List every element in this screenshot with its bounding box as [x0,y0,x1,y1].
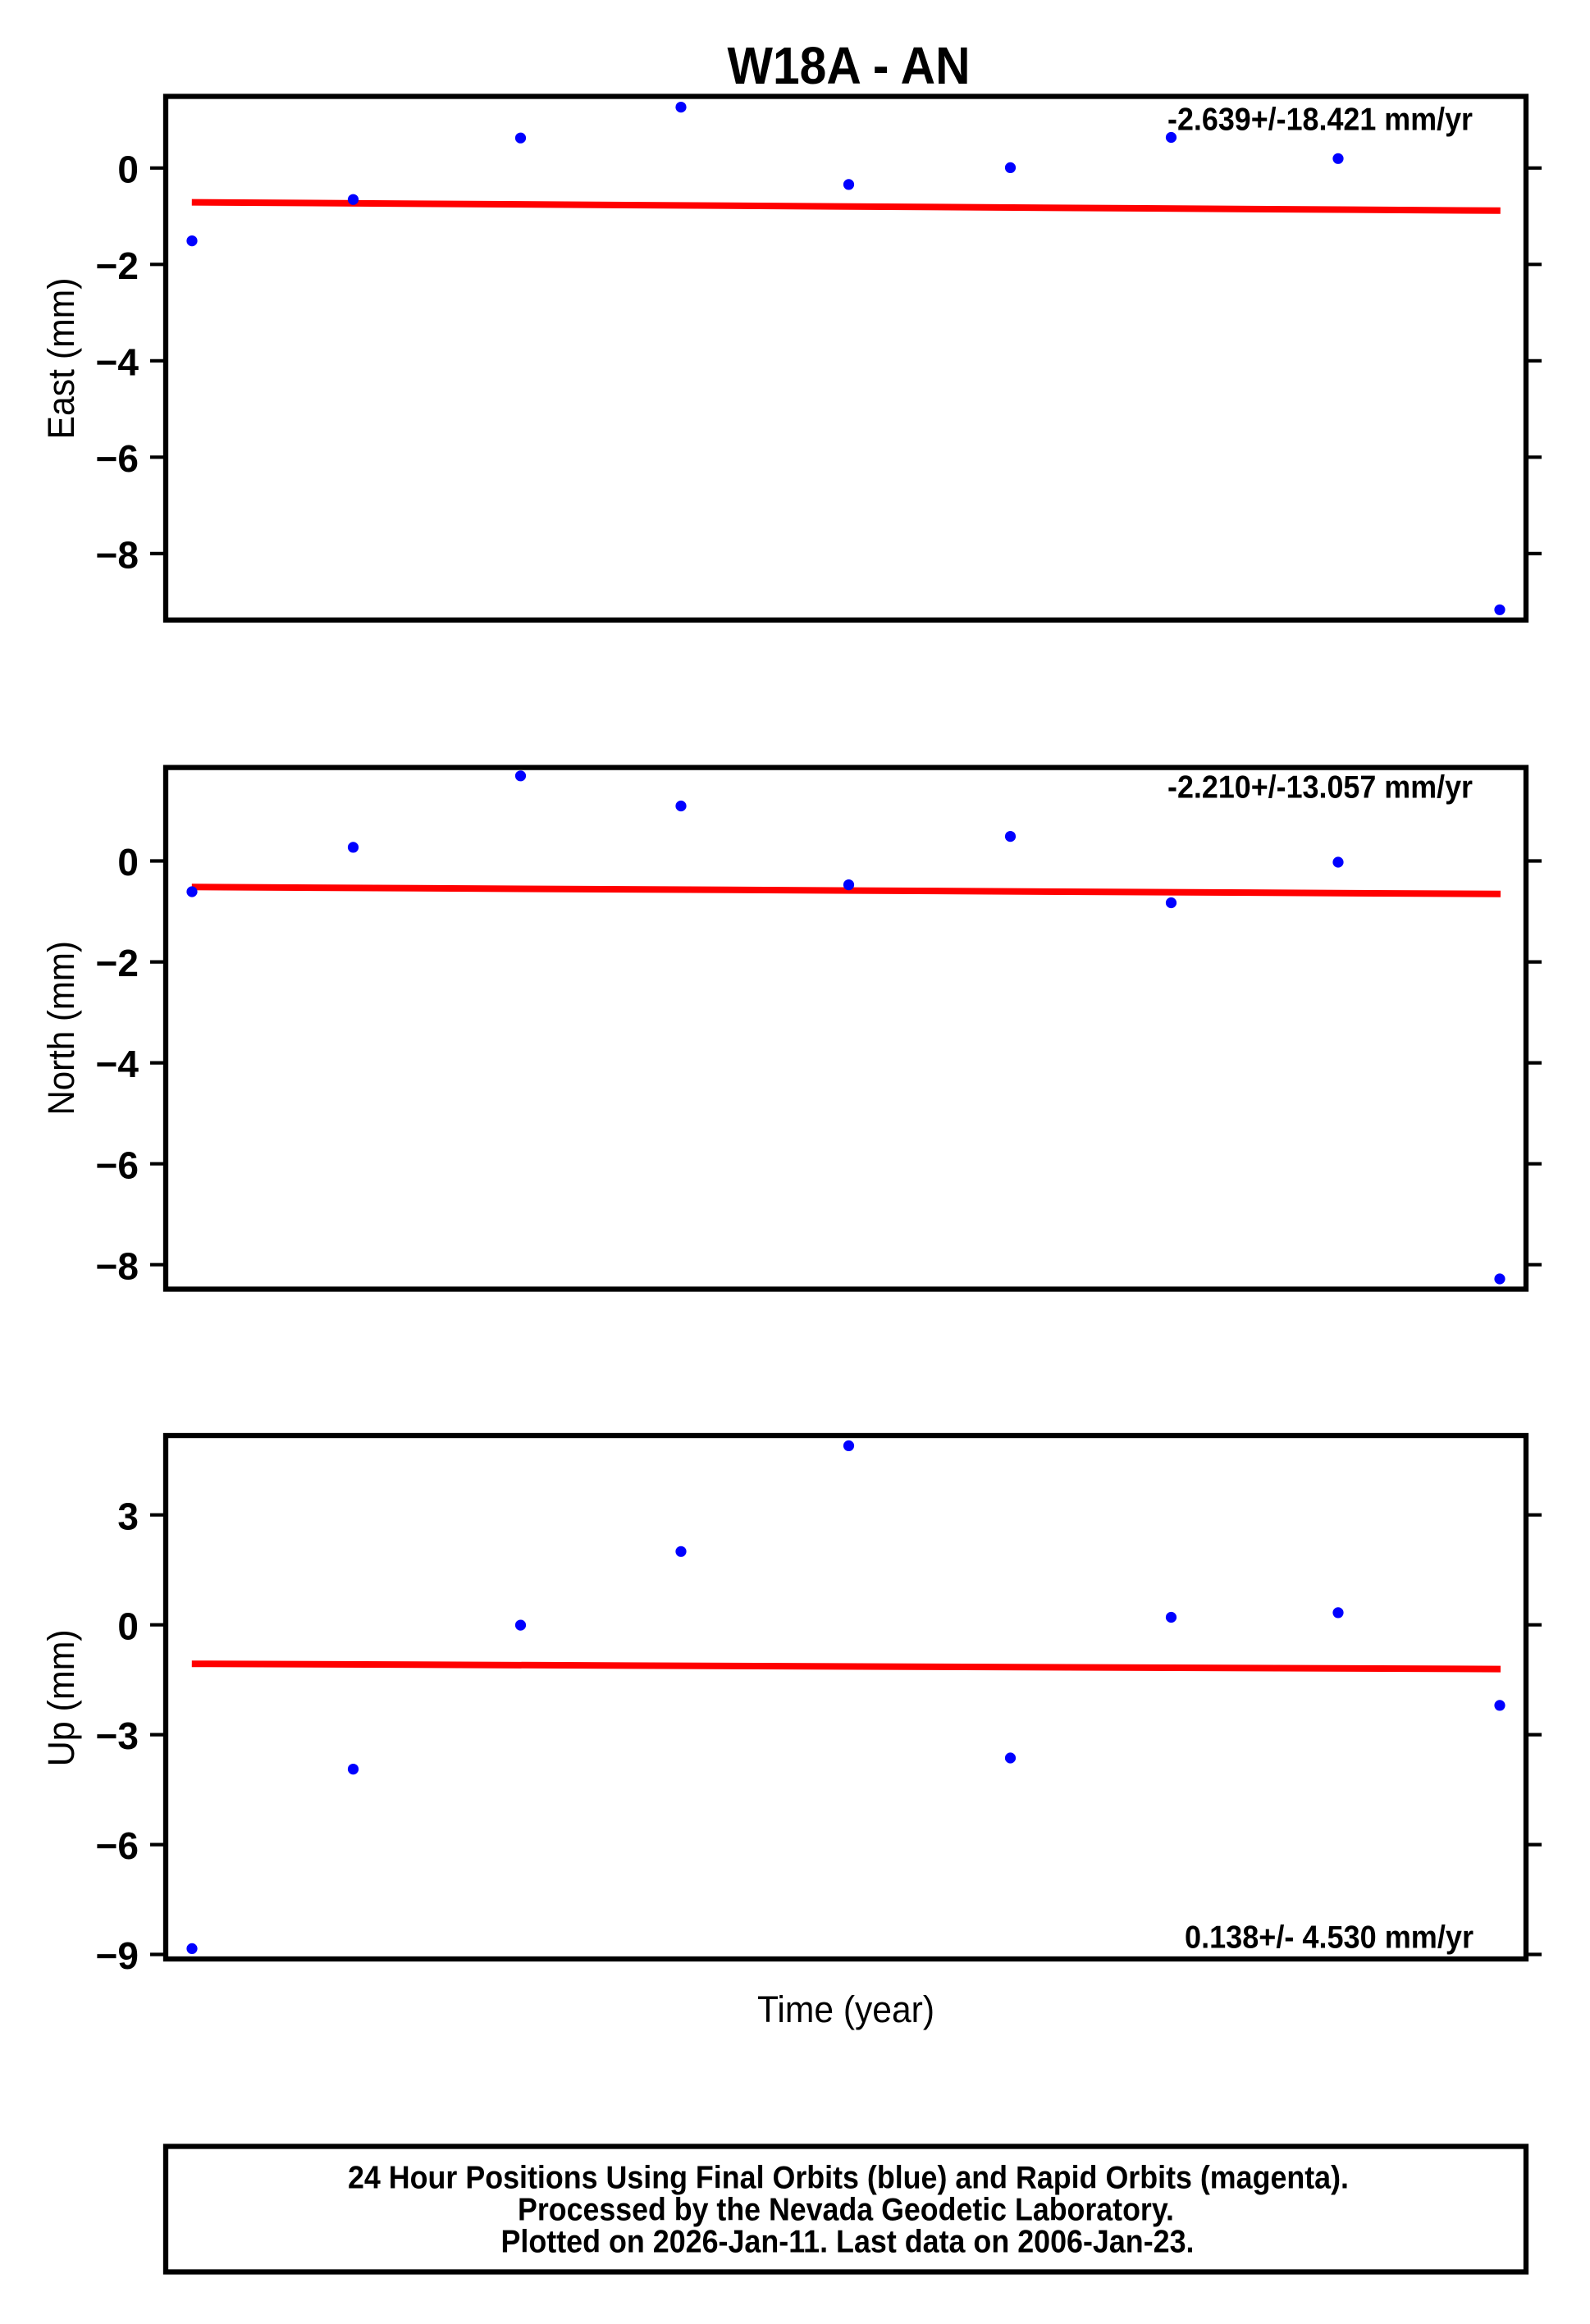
svg-text:-2.210+/-13.057 mm/yr: -2.210+/-13.057 mm/yr [1167,769,1473,805]
svg-text:0: 0 [117,148,139,190]
svg-text:−8: −8 [96,533,139,576]
svg-text:Processed by the Nevada Geodet: Processed by the Nevada Geodetic Laborat… [518,2193,1174,2228]
svg-text:0.138+/- 4.530 mm/yr: 0.138+/- 4.530 mm/yr [1185,1920,1473,1956]
svg-text:W18A - AN: W18A - AN [728,36,971,95]
svg-text:−4: −4 [96,1043,139,1085]
svg-text:3: 3 [117,1495,139,1537]
svg-text:−3: −3 [96,1714,139,1757]
svg-text:Up (mm): Up (mm) [40,1629,82,1766]
svg-text:−6: −6 [96,437,139,480]
svg-text:24 Hour Positions Using Final: 24 Hour Positions Using Final Orbits (bl… [348,2161,1349,2196]
svg-text:-2.639+/-18.421 mm/yr: -2.639+/-18.421 mm/yr [1167,102,1473,137]
svg-text:−6: −6 [96,1824,139,1867]
svg-text:Plotted on 2026-Jan-11. Last d: Plotted on 2026-Jan-11. Last data on 200… [501,2225,1195,2260]
svg-text:−9: −9 [96,1934,139,1977]
svg-text:−8: −8 [96,1244,139,1287]
svg-text:North (mm): North (mm) [40,941,82,1116]
svg-text:0: 0 [117,1605,139,1647]
svg-text:−4: −4 [96,340,139,383]
svg-text:−2: −2 [96,942,139,984]
svg-text:−2: −2 [96,244,139,287]
svg-text:0: 0 [117,841,139,883]
svg-text:−6: −6 [96,1144,139,1186]
svg-text:East (mm): East (mm) [40,278,82,440]
svg-text:Time (year): Time (year) [757,1988,934,2030]
